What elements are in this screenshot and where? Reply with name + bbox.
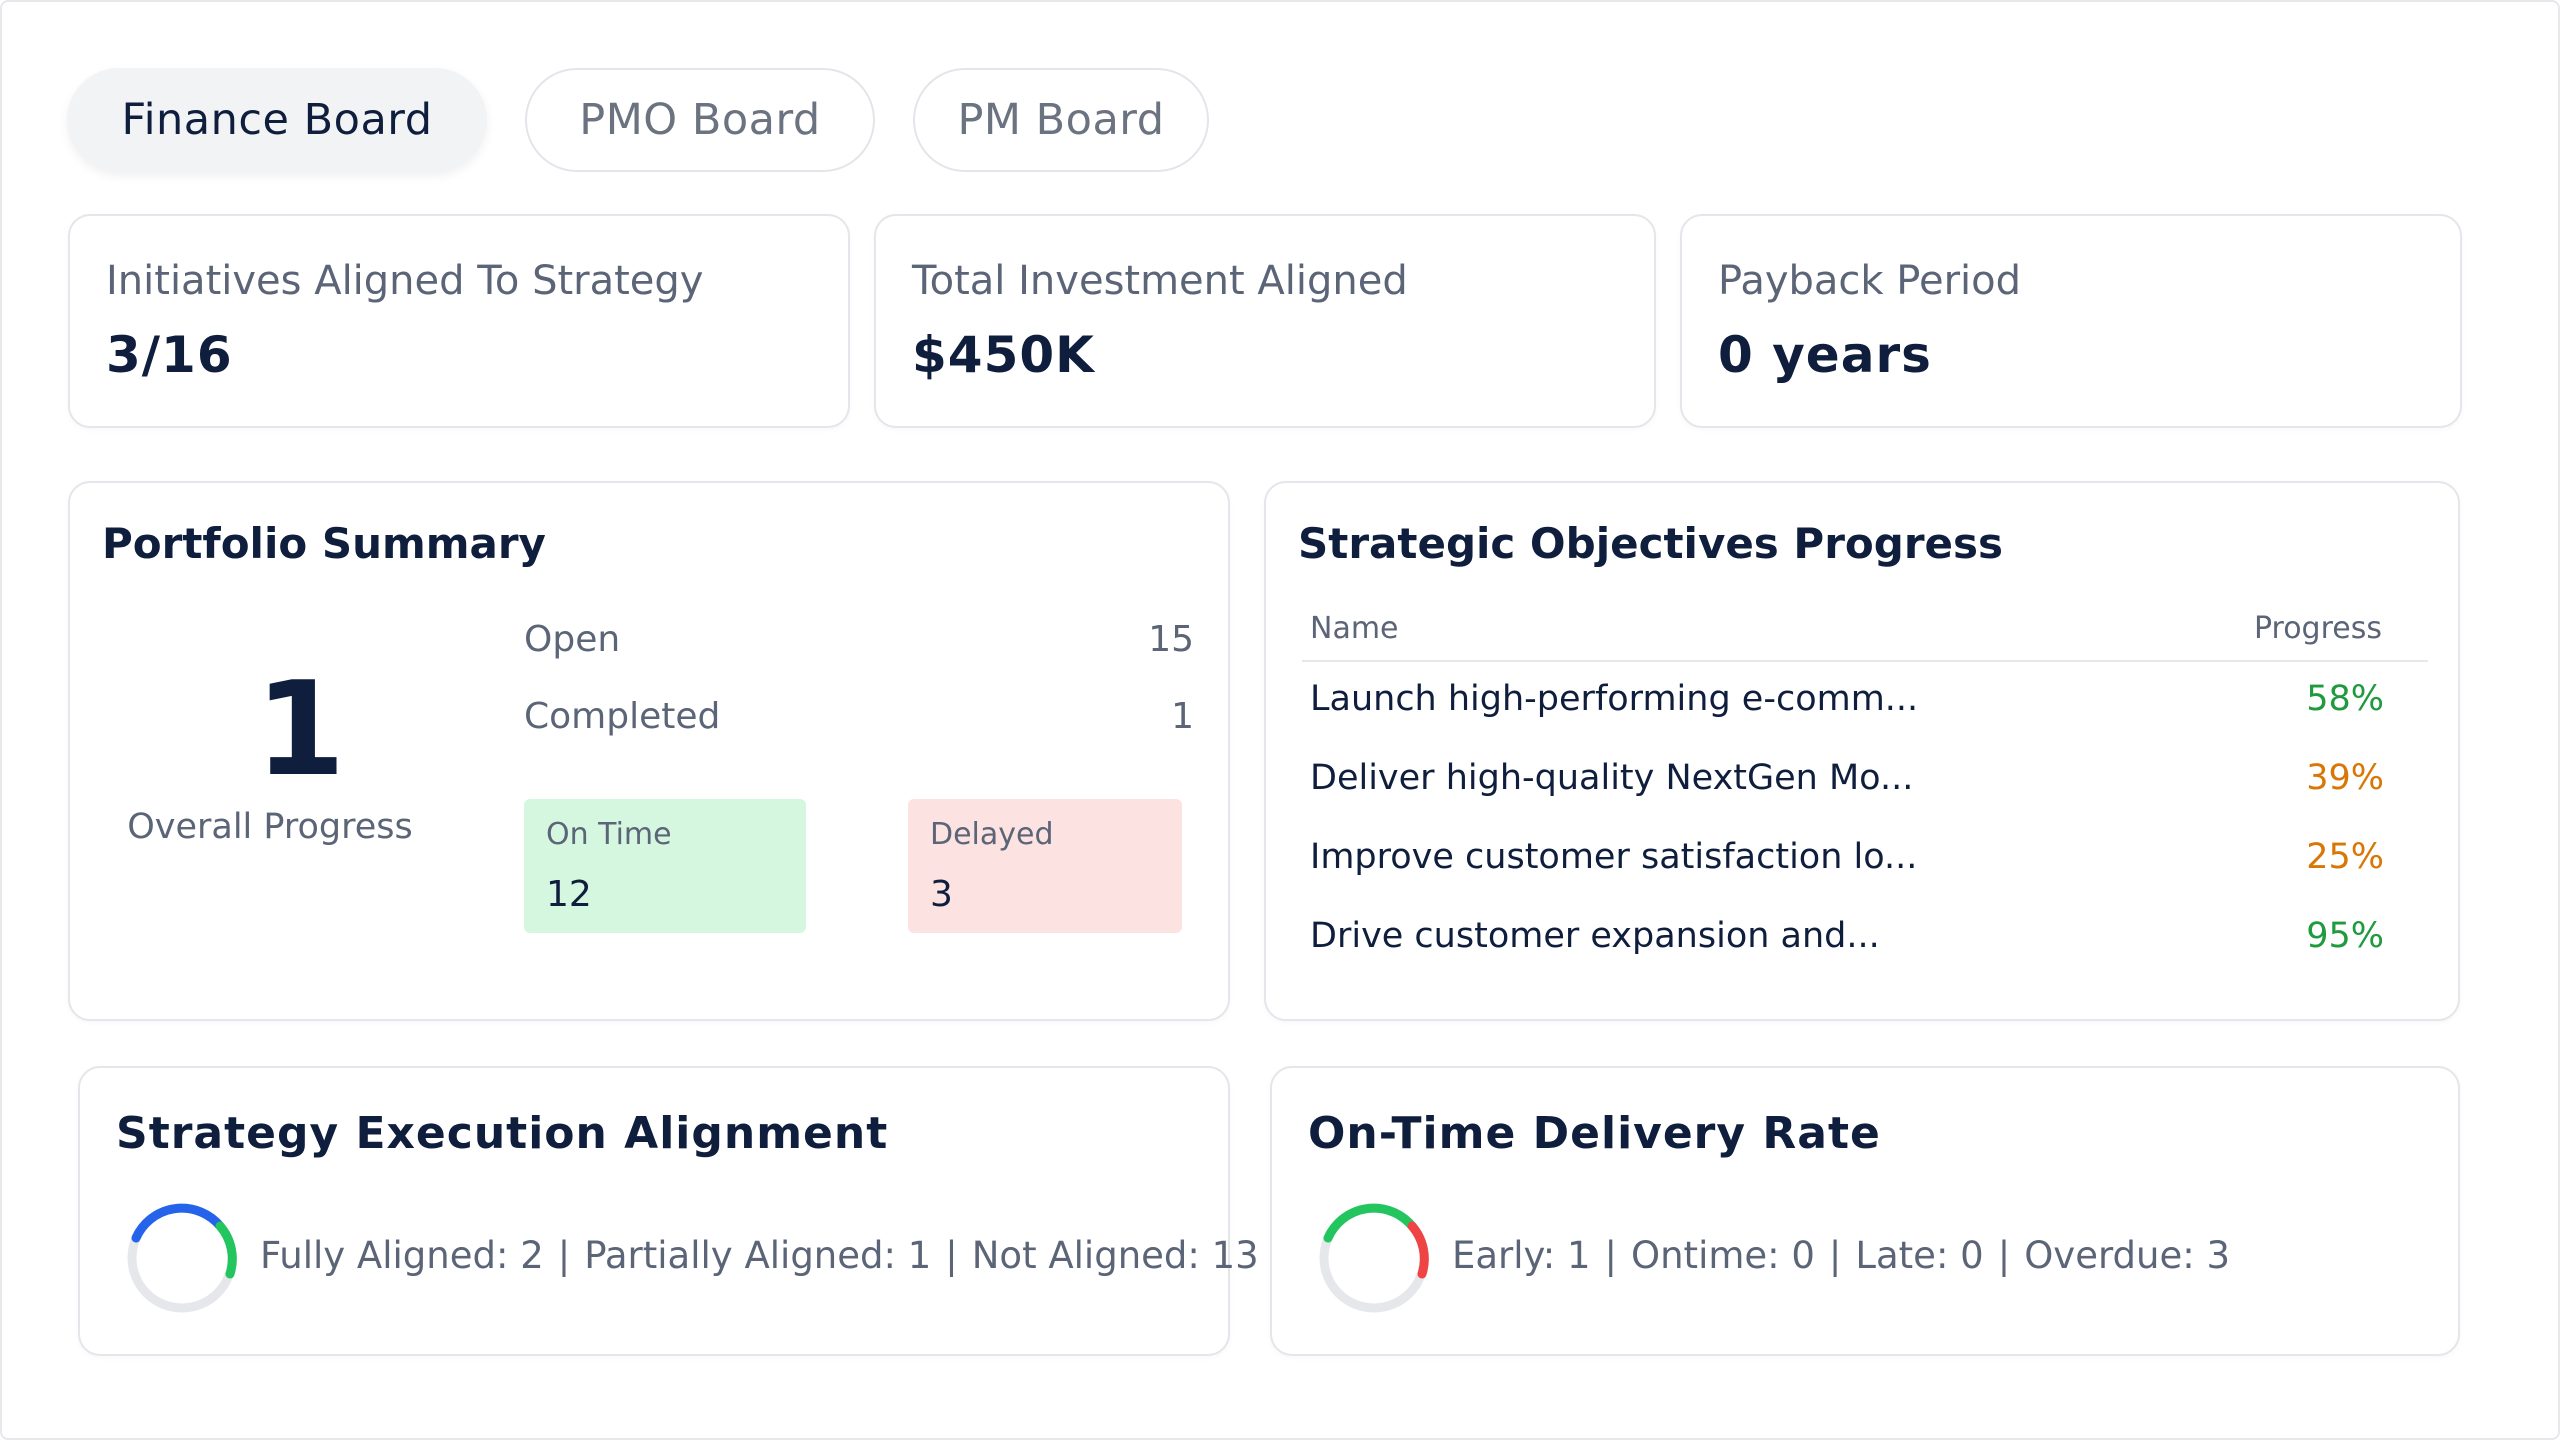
delayed-label: Delayed <box>930 817 1054 852</box>
objective-name: Drive customer expansion and... <box>1310 916 1880 956</box>
objectives-title: Strategic Objectives Progress <box>1298 519 2004 568</box>
objective-progress: 39% <box>2306 758 2384 798</box>
objective-progress: 25% <box>2306 837 2384 877</box>
objective-row[interactable]: Deliver high-quality NextGen Mo... 39% <box>1310 758 2400 798</box>
objectives-table-header: Name Progress <box>1310 611 2398 646</box>
legend-fully-aligned: Fully Aligned: 2 <box>260 1234 544 1277</box>
delayed-badge: Delayed 3 <box>908 799 1182 933</box>
objective-row[interactable]: Drive customer expansion and... 95% <box>1310 916 2400 956</box>
delivery-legend: Early: 1 | Ontime: 0 | Late: 0 | Overdue: 3 <box>1452 1234 2230 1277</box>
legend-partially-aligned: Partially Aligned: 1 <box>584 1234 932 1277</box>
column-header-name: Name <box>1310 611 1399 646</box>
objective-progress: 58% <box>2306 679 2384 719</box>
kpi-label: Initiatives Aligned To Strategy <box>106 258 704 304</box>
portfolio-summary-card: Portfolio Summary 1 Overall Progress Ope… <box>68 481 1230 1021</box>
stat-open-label: Open <box>524 619 621 660</box>
legend-ontime: Ontime: 0 <box>1630 1234 1815 1277</box>
stat-completed-value: 1 <box>1171 696 1194 737</box>
tab-finance-board[interactable]: Finance Board <box>67 68 487 172</box>
alignment-donut-chart <box>127 1203 237 1313</box>
objective-name: Launch high-performing e-comm... <box>1310 679 1919 719</box>
overall-progress-label: Overall Progress <box>127 807 413 847</box>
kpi-card-payback: Payback Period 0 years <box>1680 214 2462 428</box>
objective-name: Deliver high-quality NextGen Mo... <box>1310 758 1914 798</box>
tab-pm-board[interactable]: PM Board <box>913 68 1209 172</box>
delivery-title: On-Time Delivery Rate <box>1308 1108 1881 1159</box>
donut-segment-overdue <box>1407 1221 1429 1279</box>
board-tabs: Finance Board PMO Board PM Board <box>67 68 1209 172</box>
stat-completed-label: Completed <box>524 696 721 737</box>
delivery-donut-chart <box>1319 1203 1429 1313</box>
strategy-alignment-card: Strategy Execution Alignment Fully Align… <box>78 1066 1259 1356</box>
stat-open-value: 15 <box>1148 619 1194 660</box>
legend-overdue: Overdue: 3 <box>2024 1234 2230 1277</box>
kpi-label: Total Investment Aligned <box>912 258 1408 304</box>
divider <box>1302 660 2428 662</box>
objective-name: Improve customer satisfaction lo... <box>1310 837 1918 877</box>
legend-separator: | <box>945 1234 958 1277</box>
legend-separator: | <box>557 1234 571 1277</box>
legend-separator: | <box>1997 1234 2011 1277</box>
donut-segment-partially-aligned <box>215 1221 237 1279</box>
alignment-legend: Fully Aligned: 2 | Partially Aligned: 1 | No… <box>260 1234 1259 1277</box>
objective-row[interactable]: Launch high-performing e-comm... 58% <box>1310 679 2400 719</box>
stat-completed: Completed 1 <box>524 696 1232 737</box>
kpi-value: 0 years <box>1718 326 1932 384</box>
ontime-label: On Time <box>546 817 672 852</box>
objective-progress: 95% <box>2306 916 2384 956</box>
donut-segment-early <box>1323 1203 1417 1243</box>
legend-separator: | <box>1828 1234 1842 1277</box>
legend-not-aligned: Not Aligned: 13 <box>971 1234 1259 1277</box>
alignment-title: Strategy Execution Alignment <box>116 1108 889 1159</box>
strategic-objectives-card: Strategic Objectives Progress Name Progr… <box>1264 481 2460 1021</box>
legend-late: Late: 0 <box>1855 1234 1984 1277</box>
legend-early: Early: 1 <box>1452 1234 1591 1277</box>
legend-separator: | <box>1604 1234 1617 1277</box>
kpi-value: $450K <box>912 326 1095 384</box>
portfolio-summary-title: Portfolio Summary <box>102 519 546 568</box>
objective-row[interactable]: Improve customer satisfaction lo... 25% <box>1310 837 2400 877</box>
delayed-value: 3 <box>930 874 953 915</box>
donut-segment-fully-aligned <box>131 1203 225 1243</box>
kpi-value: 3/16 <box>106 326 233 384</box>
ontime-badge: On Time 12 <box>524 799 806 933</box>
ontime-delivery-card: On-Time Delivery Rate Early: 1 | Ontime: 0… <box>1270 1066 2460 1356</box>
stat-open: Open 15 <box>524 619 1232 660</box>
column-header-progress: Progress <box>2253 611 2382 646</box>
kpi-label: Payback Period <box>1718 258 2022 304</box>
ontime-value: 12 <box>546 874 592 915</box>
kpi-card-initiatives: Initiatives Aligned To Strategy 3/16 <box>68 214 850 428</box>
overall-progress-value: 1 <box>255 653 346 805</box>
kpi-card-investment: Total Investment Aligned $450K <box>874 214 1656 428</box>
tab-pmo-board[interactable]: PMO Board <box>525 68 875 172</box>
